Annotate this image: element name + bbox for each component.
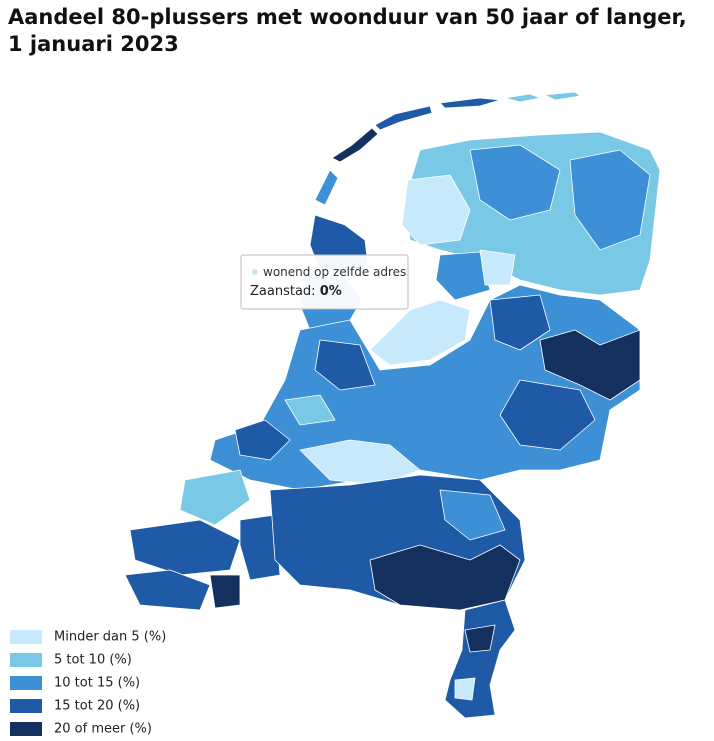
legend-swatch	[10, 722, 42, 736]
region	[479, 249, 516, 286]
legend-label: 10 tot 15 (%)	[54, 676, 140, 691]
region	[401, 174, 471, 246]
island	[439, 97, 501, 109]
tooltip: wonend op zelfde adres Zaanstad: 0%	[240, 254, 409, 310]
tooltip-box	[240, 254, 409, 310]
region	[539, 329, 641, 401]
legend-label: 15 tot 20 (%)	[54, 699, 140, 714]
legend-label: Minder dan 5 (%)	[54, 630, 166, 645]
tooltip-marker	[252, 269, 258, 275]
title-line-1: Aandeel 80-plussers met woonduur van 50 …	[8, 5, 687, 29]
region	[435, 251, 491, 301]
region	[489, 294, 551, 351]
region	[569, 149, 651, 251]
region	[239, 514, 281, 581]
tooltip-label: wonend op zelfde adres	[263, 265, 406, 279]
legend-swatch	[10, 699, 42, 713]
region	[299, 439, 421, 486]
region	[314, 339, 376, 391]
region	[439, 489, 506, 541]
region	[314, 169, 339, 206]
title-line-2: 1 januari 2023	[8, 32, 179, 56]
legend-swatch	[10, 653, 42, 667]
region	[464, 624, 496, 653]
region	[469, 144, 561, 221]
region	[129, 519, 241, 576]
tooltip-region: Zaanstad:	[250, 284, 316, 299]
region	[454, 677, 476, 701]
legend-swatch	[10, 676, 42, 690]
region	[369, 544, 521, 611]
tooltip-value: Zaanstad: 0%	[250, 284, 342, 299]
region	[124, 569, 211, 611]
island	[374, 105, 433, 131]
island	[504, 93, 541, 103]
region	[179, 469, 251, 526]
region	[444, 599, 516, 719]
region	[369, 299, 471, 366]
region	[284, 394, 336, 426]
legend-swatch	[10, 630, 42, 644]
tooltip-number: 0%	[320, 284, 342, 299]
island	[331, 127, 379, 163]
legend: Minder dan 5 (%) 5 tot 10 (%) 10 tot 15 (%…	[10, 630, 166, 737]
legend-label: 5 tot 10 (%)	[54, 653, 132, 668]
region	[209, 574, 241, 609]
region	[234, 419, 291, 461]
region	[499, 379, 596, 451]
map	[124, 91, 661, 719]
legend-label: 20 of meer (%)	[54, 722, 152, 737]
island	[544, 91, 581, 101]
